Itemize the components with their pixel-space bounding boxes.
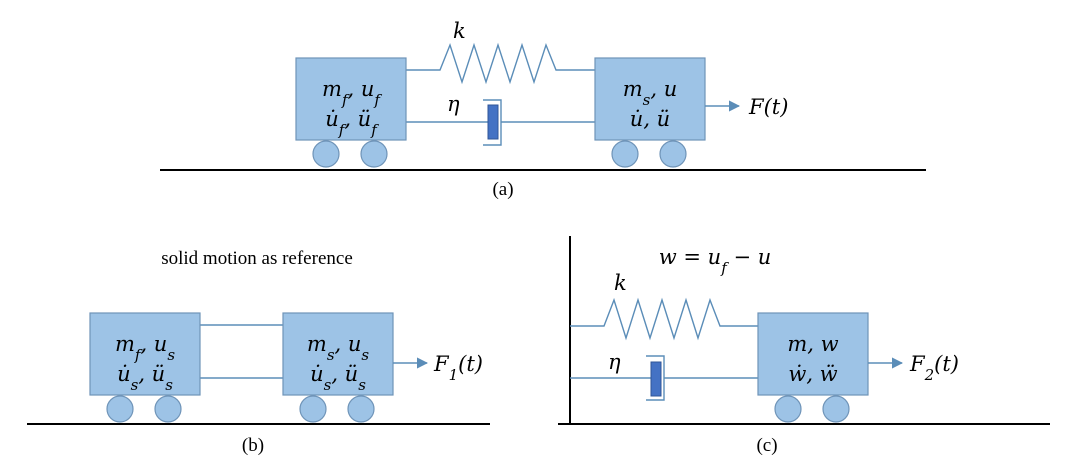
relative-mass-cart-c: m, w ẇ, ẅ <box>757 312 869 423</box>
caption-c: (c) <box>756 435 777 456</box>
relative-displacement-equation: w = uf − u <box>659 245 772 277</box>
spring-label-a: k <box>453 19 466 43</box>
spring-label-c: k <box>614 271 627 295</box>
fluid-mass-line1-b: mf, us <box>115 332 175 364</box>
spring-c <box>570 297 758 341</box>
damper-piston-a <box>487 104 499 140</box>
solid-mass-line2-a: u̇, ü <box>630 107 670 131</box>
relative-mass-line1-c: m, w <box>787 332 838 356</box>
damper-label-a: η <box>447 92 460 116</box>
solid-mass-cart-b: ms, us u̇s, üs <box>282 312 394 423</box>
relative-mass-line2-c: ẇ, ẅ <box>788 362 837 386</box>
force-label-c: F2(t) <box>909 352 959 384</box>
damper-c <box>570 355 758 401</box>
force-label-b: F1(t) <box>433 352 483 384</box>
solid-mass-line1-a: ms, u <box>623 77 678 109</box>
damper-a <box>405 99 595 146</box>
fluid-mass-cart-b: mf, us u̇s, üs <box>89 312 201 423</box>
damper-label-c: η <box>608 350 621 374</box>
fluid-mass-line2-a: u̇f, üf <box>325 107 379 139</box>
damper-piston-c <box>650 361 662 397</box>
fluid-mass-line1-a: mf, uf <box>322 77 382 109</box>
fluid-mass-line2-b: u̇s, üs <box>117 362 173 394</box>
fluid-mass-cart-a: mf, uf u̇f, üf <box>295 57 407 168</box>
solid-mass-cart-a: ms, u u̇, ü <box>594 57 706 168</box>
panel-b-title: solid motion as reference <box>161 248 353 269</box>
spring-a <box>405 42 595 85</box>
solid-mass-line1-b: ms, us <box>307 332 370 364</box>
solid-mass-line2-b: u̇s, üs <box>310 362 366 394</box>
panel-b: solid motion as reference mf, us u̇s, üs… <box>27 248 490 456</box>
panel-c: w = uf − u k η m, w ẇ, ẅ F2(t) (c) <box>558 236 1050 456</box>
panel-a: k η mf, uf u̇f, üf ms, u u̇, ü F(t) (a) <box>160 19 926 200</box>
force-label-a: F(t) <box>748 95 788 119</box>
caption-a: (a) <box>492 179 513 200</box>
caption-b: (b) <box>242 435 264 456</box>
